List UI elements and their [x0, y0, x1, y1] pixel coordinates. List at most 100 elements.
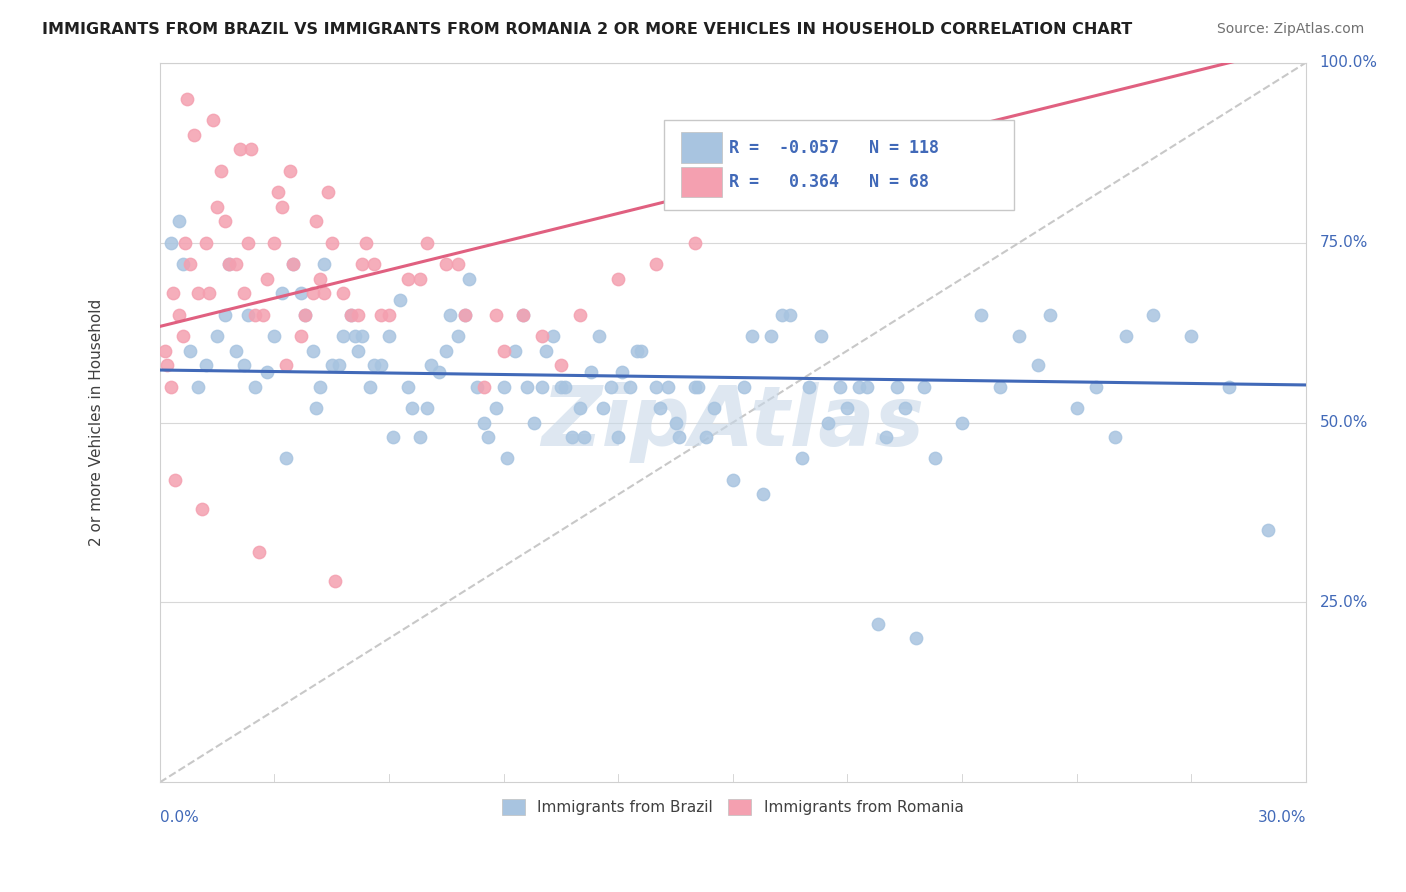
- Point: [245, 308, 267, 322]
- Point: [721, 473, 744, 487]
- Point: [465, 379, 488, 393]
- Text: 2 or more Vehicles in Household: 2 or more Vehicles in Household: [89, 299, 104, 546]
- Point: [866, 617, 889, 632]
- Point: [305, 214, 328, 228]
- Point: [492, 343, 515, 358]
- Point: [278, 163, 301, 178]
- Point: [256, 271, 278, 285]
- Point: [1039, 308, 1062, 322]
- Point: [290, 329, 312, 343]
- Point: [512, 308, 534, 322]
- Point: [645, 379, 668, 393]
- Point: [343, 329, 366, 343]
- Text: IMMIGRANTS FROM BRAZIL VS IMMIGRANTS FROM ROMANIA 2 OR MORE VEHICLES IN HOUSEHOL: IMMIGRANTS FROM BRAZIL VS IMMIGRANTS FRO…: [42, 22, 1132, 37]
- Point: [176, 92, 198, 106]
- Text: R =  -0.057   N = 118: R = -0.057 N = 118: [730, 138, 939, 157]
- Point: [347, 343, 370, 358]
- Point: [683, 235, 706, 250]
- Point: [191, 501, 214, 516]
- Point: [1104, 430, 1126, 444]
- Point: [198, 285, 221, 300]
- Point: [225, 257, 247, 271]
- Point: [162, 285, 184, 300]
- Point: [194, 358, 217, 372]
- Point: [172, 329, 194, 343]
- Point: [316, 185, 339, 199]
- Point: [1084, 379, 1107, 393]
- Text: 0.0%: 0.0%: [160, 810, 198, 825]
- Point: [434, 257, 457, 271]
- Point: [924, 451, 946, 466]
- Point: [503, 343, 526, 358]
- Point: [855, 379, 877, 393]
- Point: [561, 430, 583, 444]
- Point: [875, 430, 897, 444]
- Point: [619, 379, 641, 393]
- Point: [703, 401, 725, 416]
- Point: [485, 308, 508, 322]
- Point: [245, 379, 267, 393]
- Point: [187, 379, 209, 393]
- Point: [163, 473, 186, 487]
- Point: [218, 257, 240, 271]
- Point: [848, 379, 870, 393]
- Point: [1218, 379, 1240, 393]
- Point: [733, 379, 755, 393]
- Point: [232, 285, 254, 300]
- Point: [294, 308, 316, 322]
- Point: [179, 257, 201, 271]
- Point: [363, 358, 385, 372]
- Point: [370, 358, 392, 372]
- Point: [772, 308, 794, 322]
- Point: [650, 401, 672, 416]
- Point: [194, 235, 217, 250]
- Point: [225, 343, 247, 358]
- Point: [485, 401, 508, 416]
- Point: [447, 257, 470, 271]
- Point: [263, 329, 285, 343]
- Point: [354, 235, 377, 250]
- Point: [401, 401, 423, 416]
- Point: [396, 271, 419, 285]
- Point: [309, 379, 332, 393]
- Point: [396, 379, 419, 393]
- Point: [179, 343, 201, 358]
- Point: [688, 379, 710, 393]
- Point: [550, 358, 572, 372]
- Point: [378, 308, 401, 322]
- Point: [607, 430, 630, 444]
- Point: [236, 308, 259, 322]
- Text: 30.0%: 30.0%: [1257, 810, 1306, 825]
- Point: [408, 271, 430, 285]
- Point: [458, 271, 481, 285]
- Point: [912, 379, 935, 393]
- Point: [886, 379, 908, 393]
- Point: [828, 379, 851, 393]
- Point: [370, 308, 392, 322]
- Point: [240, 142, 263, 156]
- Point: [332, 285, 354, 300]
- Point: [759, 329, 782, 343]
- Point: [1008, 329, 1031, 343]
- Text: 75.0%: 75.0%: [1320, 235, 1368, 250]
- Point: [160, 235, 183, 250]
- FancyBboxPatch shape: [682, 132, 723, 162]
- Point: [790, 451, 813, 466]
- Point: [294, 308, 316, 322]
- Point: [209, 163, 232, 178]
- Point: [1066, 401, 1088, 416]
- Point: [205, 200, 228, 214]
- Point: [523, 416, 546, 430]
- Point: [252, 308, 274, 322]
- Point: [1142, 308, 1164, 322]
- Point: [683, 379, 706, 393]
- Point: [741, 329, 763, 343]
- Point: [172, 257, 194, 271]
- Point: [155, 343, 177, 358]
- Point: [550, 379, 572, 393]
- Point: [205, 329, 228, 343]
- Point: [447, 329, 470, 343]
- Point: [359, 379, 381, 393]
- Point: [810, 329, 832, 343]
- Point: [1115, 329, 1137, 343]
